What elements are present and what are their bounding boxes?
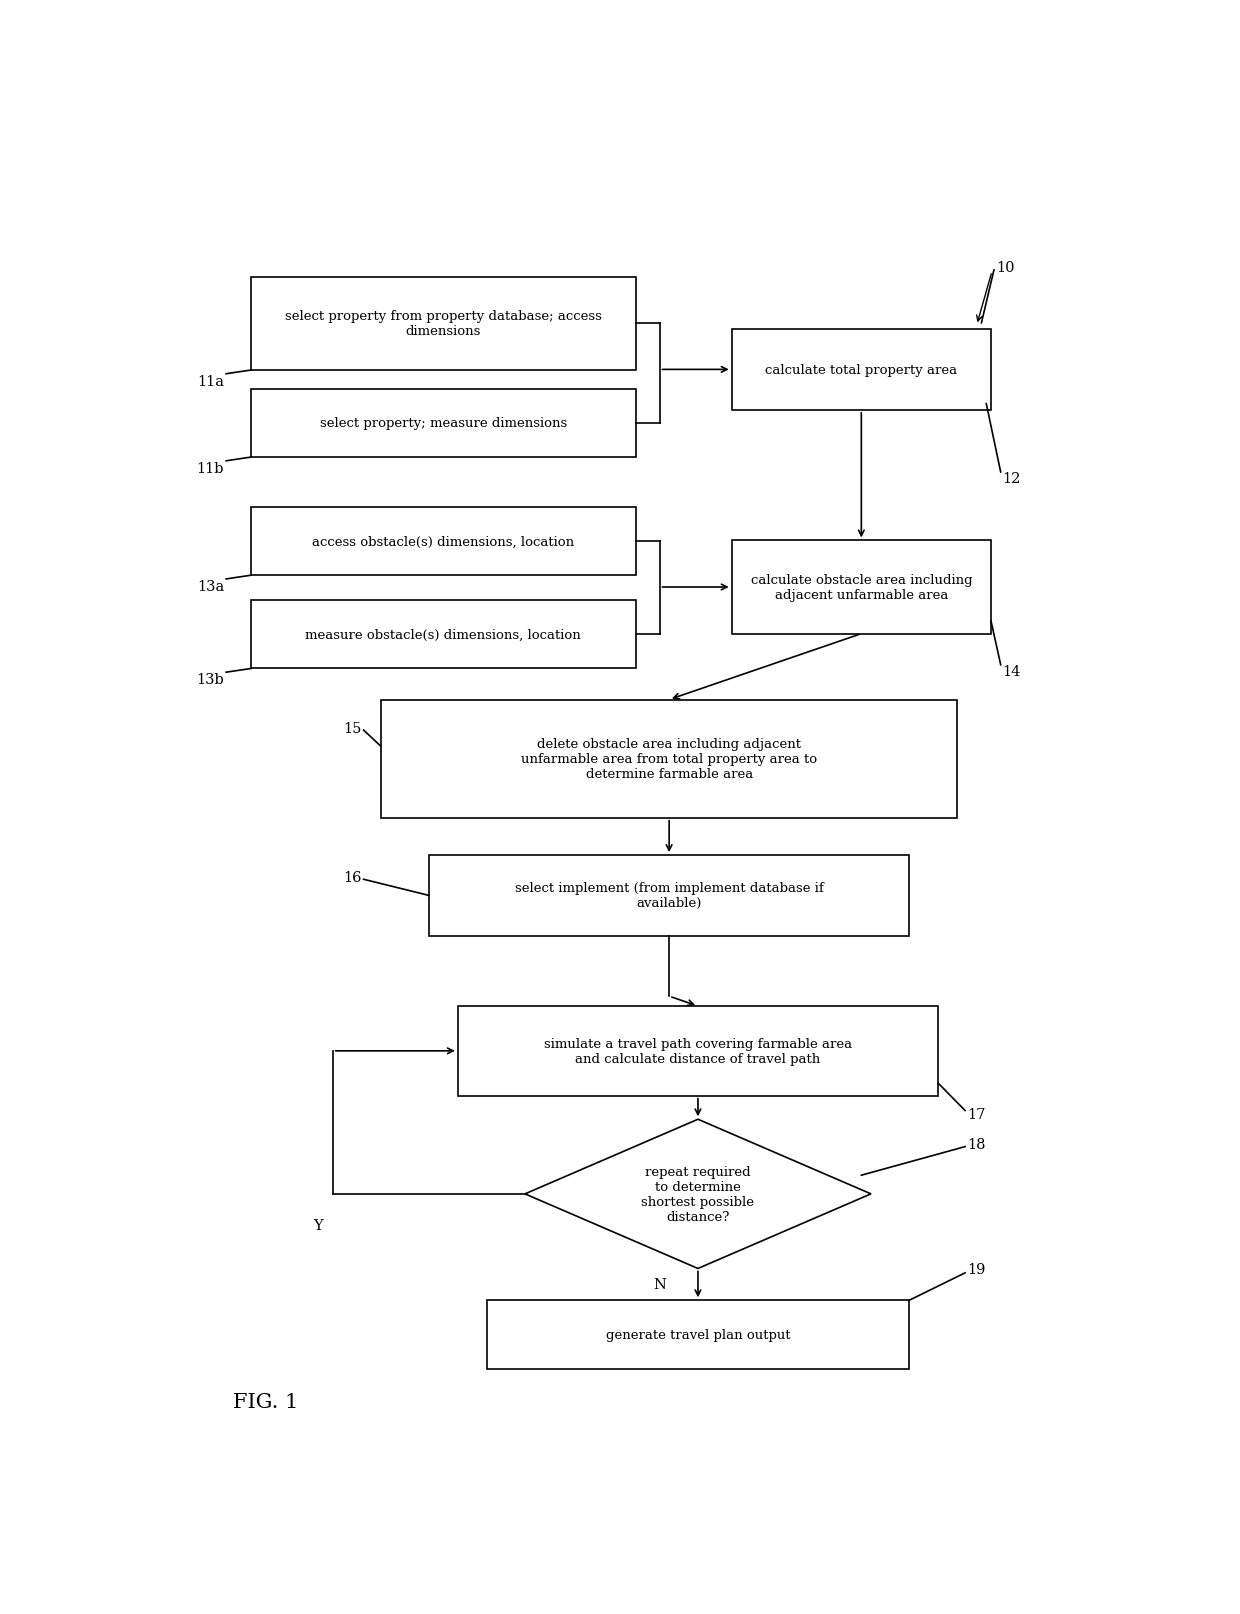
FancyBboxPatch shape (250, 507, 635, 576)
Text: calculate obstacle area including
adjacent unfarmable area: calculate obstacle area including adjace… (750, 573, 972, 602)
FancyBboxPatch shape (250, 389, 635, 458)
FancyBboxPatch shape (250, 600, 635, 670)
Text: select property; measure dimensions: select property; measure dimensions (320, 416, 567, 429)
FancyBboxPatch shape (429, 855, 909, 936)
Text: delete obstacle area including adjacent
unfarmable area from total property area: delete obstacle area including adjacent … (521, 738, 817, 781)
Text: simulate a travel path covering farmable area
and calculate distance of travel p: simulate a travel path covering farmable… (544, 1038, 852, 1065)
FancyBboxPatch shape (732, 541, 991, 634)
FancyBboxPatch shape (458, 1007, 939, 1096)
Text: 13b: 13b (196, 673, 224, 688)
Text: calculate total property area: calculate total property area (765, 363, 957, 376)
Text: 14: 14 (1003, 665, 1021, 678)
Text: select implement (from implement database if
available): select implement (from implement databas… (515, 881, 823, 910)
Text: measure obstacle(s) dimensions, location: measure obstacle(s) dimensions, location (305, 628, 582, 641)
Text: 16: 16 (343, 870, 362, 884)
Text: 15: 15 (343, 721, 362, 734)
Text: FIG. 1: FIG. 1 (233, 1393, 298, 1411)
FancyBboxPatch shape (250, 278, 635, 371)
Text: repeat required
to determine
shortest possible
distance?: repeat required to determine shortest po… (641, 1165, 754, 1223)
Text: 11b: 11b (197, 462, 224, 476)
Text: generate travel plan output: generate travel plan output (605, 1328, 790, 1341)
FancyBboxPatch shape (381, 700, 957, 818)
Text: select property from property database; access
dimensions: select property from property database; … (285, 310, 601, 339)
Text: 17: 17 (967, 1107, 986, 1122)
Text: N: N (653, 1278, 666, 1291)
Text: 19: 19 (967, 1262, 986, 1277)
Text: 11a: 11a (197, 374, 224, 389)
Text: 13a: 13a (197, 579, 224, 594)
Text: access obstacle(s) dimensions, location: access obstacle(s) dimensions, location (312, 536, 574, 549)
Text: 10: 10 (996, 261, 1014, 276)
Text: Y: Y (314, 1219, 324, 1231)
FancyBboxPatch shape (486, 1301, 909, 1369)
FancyBboxPatch shape (732, 329, 991, 410)
Polygon shape (525, 1120, 870, 1269)
Text: 18: 18 (967, 1138, 986, 1151)
Text: 12: 12 (1003, 471, 1021, 486)
